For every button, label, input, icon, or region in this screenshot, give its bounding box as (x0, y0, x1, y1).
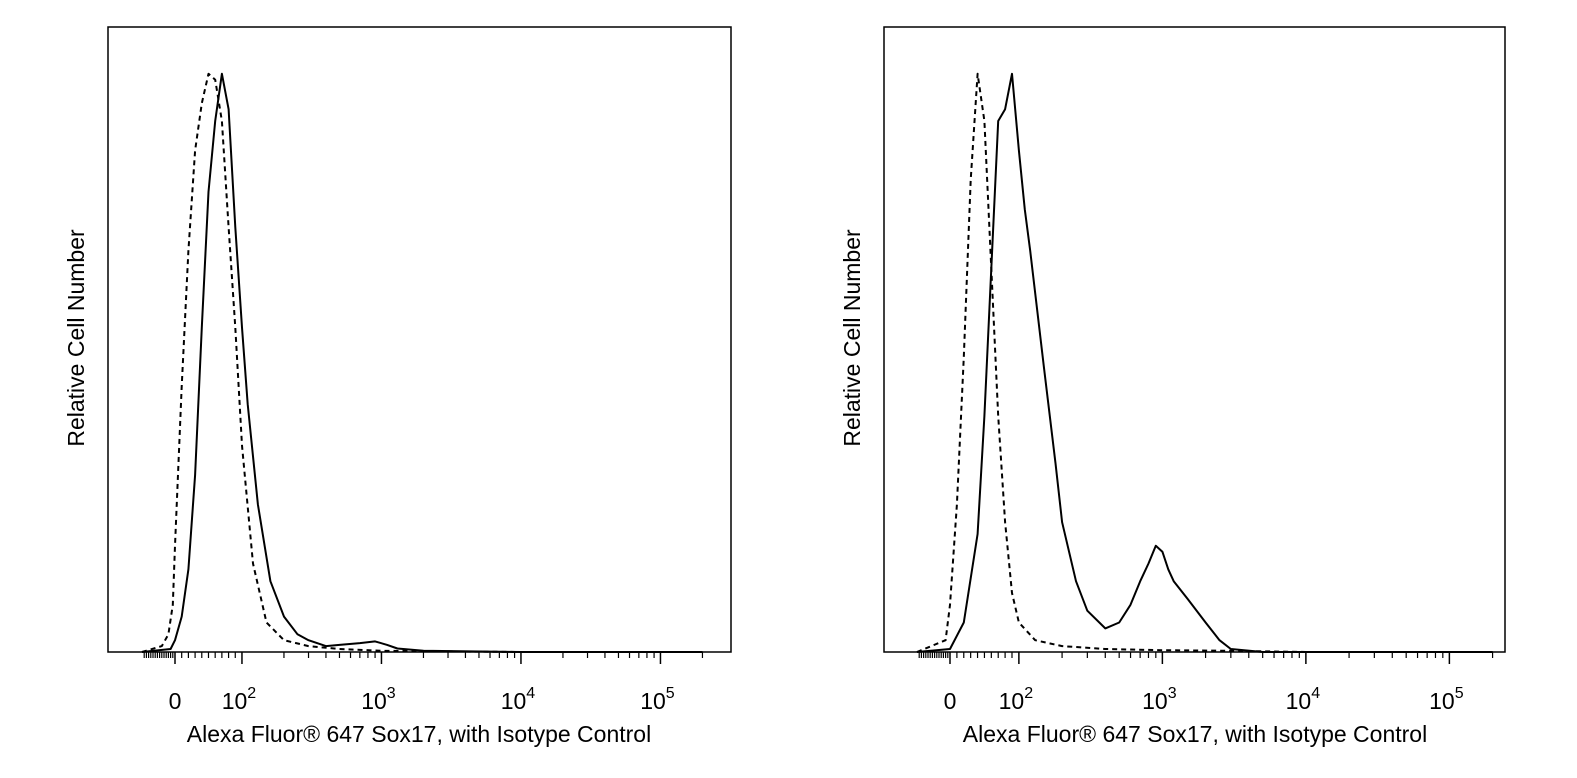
x-axis-label: Alexa Fluor® 647 Sox17, with Isotype Con… (963, 721, 1427, 747)
x-tick-exponent: 5 (666, 685, 675, 702)
histogram-series (141, 72, 703, 653)
plot-frame (107, 26, 732, 653)
x-tick-label: 104 (501, 685, 536, 714)
x-tick-label: 0 (169, 688, 182, 714)
x-axis-ticks (918, 652, 1494, 664)
x-tick-exponent: 3 (1168, 685, 1177, 702)
x-tick-exponent: 4 (526, 685, 535, 702)
x-tick-base: 0 (169, 688, 182, 714)
plot-frame (883, 26, 1506, 653)
x-tick-base: 10 (1286, 688, 1312, 714)
x-tick-base: 0 (944, 688, 957, 714)
x-axis-label: Alexa Fluor® 647 Sox17, with Isotype Con… (187, 721, 651, 747)
x-axis-ticks (143, 652, 704, 664)
x-tick-exponent: 3 (387, 685, 396, 702)
histogram-series (916, 72, 1493, 653)
isotype-control-series (916, 72, 1493, 653)
x-tick-base: 10 (361, 688, 387, 714)
x-tick-base: 10 (999, 688, 1025, 714)
x-tick-label: 102 (222, 685, 257, 714)
y-axis-label: Relative Cell Number (839, 229, 865, 447)
x-tick-exponent: 2 (247, 685, 256, 702)
x-tick-base: 10 (501, 688, 527, 714)
x-tick-base: 10 (222, 688, 248, 714)
x-tick-exponent: 5 (1455, 685, 1464, 702)
x-axis-tick-labels: 0 102 103 104 105 (169, 685, 675, 714)
x-axis-tick-labels: 0 102 103 104 105 (944, 685, 1464, 714)
x-tick-exponent: 2 (1024, 685, 1033, 702)
x-tick-label: 103 (1142, 685, 1177, 714)
x-tick-label: 103 (361, 685, 396, 714)
isotype-control-series (141, 72, 703, 653)
x-tick-label: 105 (640, 685, 675, 714)
x-tick-base: 10 (640, 688, 666, 714)
x-tick-label: 105 (1429, 685, 1464, 714)
x-tick-base: 10 (1142, 688, 1168, 714)
y-axis-label: Relative Cell Number (63, 229, 89, 447)
x-tick-label: 104 (1286, 685, 1321, 714)
x-tick-base: 10 (1429, 688, 1455, 714)
sox17-series (916, 72, 1493, 653)
histogram-panel-left: 0 102 103 104 105 Alexa Fluor® 647 Sox17, wi… (63, 26, 732, 747)
x-tick-label: 102 (999, 685, 1034, 714)
x-tick-exponent: 4 (1311, 685, 1320, 702)
x-tick-label: 0 (944, 688, 957, 714)
histogram-panel-right: 0 102 103 104 105 Alexa Fluor® 647 Sox17, wi… (839, 26, 1506, 747)
sox17-series (141, 72, 703, 653)
